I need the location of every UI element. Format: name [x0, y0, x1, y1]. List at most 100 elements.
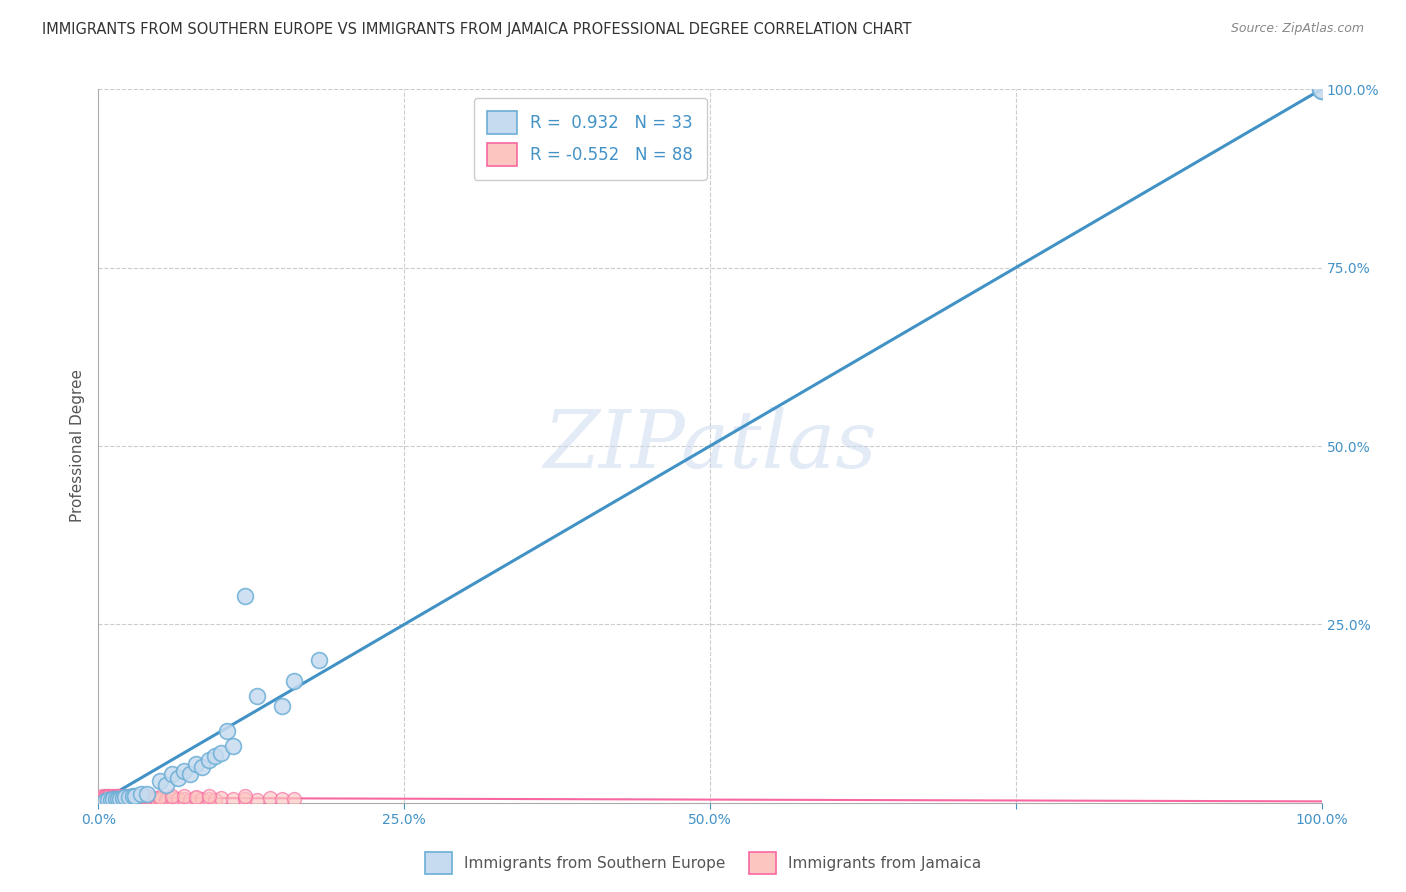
Point [110, 793, 132, 807]
Point [115, 790, 138, 805]
Point [204, 749, 226, 764]
Point [173, 789, 195, 804]
Point [118, 789, 141, 804]
Point [246, 689, 269, 703]
Point [167, 792, 190, 806]
Point [103, 792, 125, 806]
Point [160, 790, 183, 805]
Point [222, 792, 245, 806]
Point [94, 793, 117, 807]
Point [141, 793, 163, 807]
Point [139, 791, 162, 805]
Point [90, 792, 112, 806]
Point [186, 790, 208, 805]
Point [204, 793, 226, 807]
Point [129, 787, 152, 801]
Point [93, 794, 115, 808]
Point [270, 792, 294, 806]
Legend: Immigrants from Southern Europe, Immigrants from Jamaica: Immigrants from Southern Europe, Immigra… [419, 846, 987, 880]
Point [136, 787, 159, 801]
Point [124, 790, 146, 805]
Point [259, 790, 281, 805]
Y-axis label: Professional Degree: Professional Degree [70, 369, 86, 523]
Point [100, 793, 122, 807]
Point [124, 790, 146, 805]
Point [149, 791, 172, 805]
Point [101, 792, 124, 806]
Point [179, 767, 201, 781]
Point [97, 791, 120, 805]
Point [111, 790, 134, 805]
Point [104, 792, 127, 806]
Point [283, 674, 305, 689]
Point [118, 792, 141, 806]
Point [167, 771, 190, 785]
Point [107, 791, 129, 805]
Point [101, 792, 124, 806]
Point [97, 789, 120, 803]
Point [91, 790, 114, 805]
Point [233, 589, 256, 603]
Point [108, 789, 131, 803]
Point [112, 791, 135, 805]
Point [94, 789, 117, 804]
Point [136, 792, 159, 806]
Point [155, 778, 177, 792]
Point [100, 793, 122, 807]
Point [186, 756, 208, 771]
Point [179, 793, 201, 807]
Point [100, 791, 122, 805]
Point [209, 746, 232, 760]
Point [136, 789, 159, 804]
Point [101, 789, 124, 803]
Point [121, 793, 143, 807]
Point [146, 792, 169, 806]
Point [97, 793, 120, 807]
Point [97, 793, 120, 807]
Point [107, 790, 129, 805]
Point [131, 793, 153, 807]
Point [101, 790, 124, 805]
Point [114, 793, 136, 807]
Point [197, 791, 219, 805]
Point [91, 789, 114, 804]
Point [160, 767, 183, 781]
Point [93, 789, 115, 803]
Point [105, 793, 128, 807]
Point [270, 699, 294, 714]
Point [191, 760, 214, 774]
Point [149, 774, 172, 789]
Point [96, 792, 118, 806]
Point [173, 764, 195, 778]
Point [96, 790, 118, 805]
Point [110, 789, 132, 804]
Point [222, 739, 245, 753]
Point [111, 792, 134, 806]
Point [110, 791, 132, 805]
Point [246, 793, 269, 807]
Point [186, 790, 208, 805]
Point [94, 791, 117, 805]
Point [93, 792, 115, 806]
Point [308, 653, 330, 667]
Point [104, 789, 127, 803]
Point [100, 790, 122, 805]
Point [118, 790, 141, 805]
Point [114, 790, 136, 805]
Point [111, 790, 134, 805]
Point [233, 789, 256, 804]
Point [124, 789, 146, 803]
Point [103, 790, 125, 805]
Point [134, 790, 156, 805]
Point [173, 791, 195, 805]
Point [91, 791, 114, 805]
Point [283, 791, 305, 805]
Point [98, 792, 121, 806]
Point [105, 789, 128, 804]
Point [105, 790, 128, 805]
Point [98, 789, 121, 804]
Legend: R =  0.932   N = 33, R = -0.552   N = 88: R = 0.932 N = 33, R = -0.552 N = 88 [474, 97, 707, 179]
Point [197, 753, 219, 767]
Point [209, 790, 232, 805]
Point [101, 793, 124, 807]
